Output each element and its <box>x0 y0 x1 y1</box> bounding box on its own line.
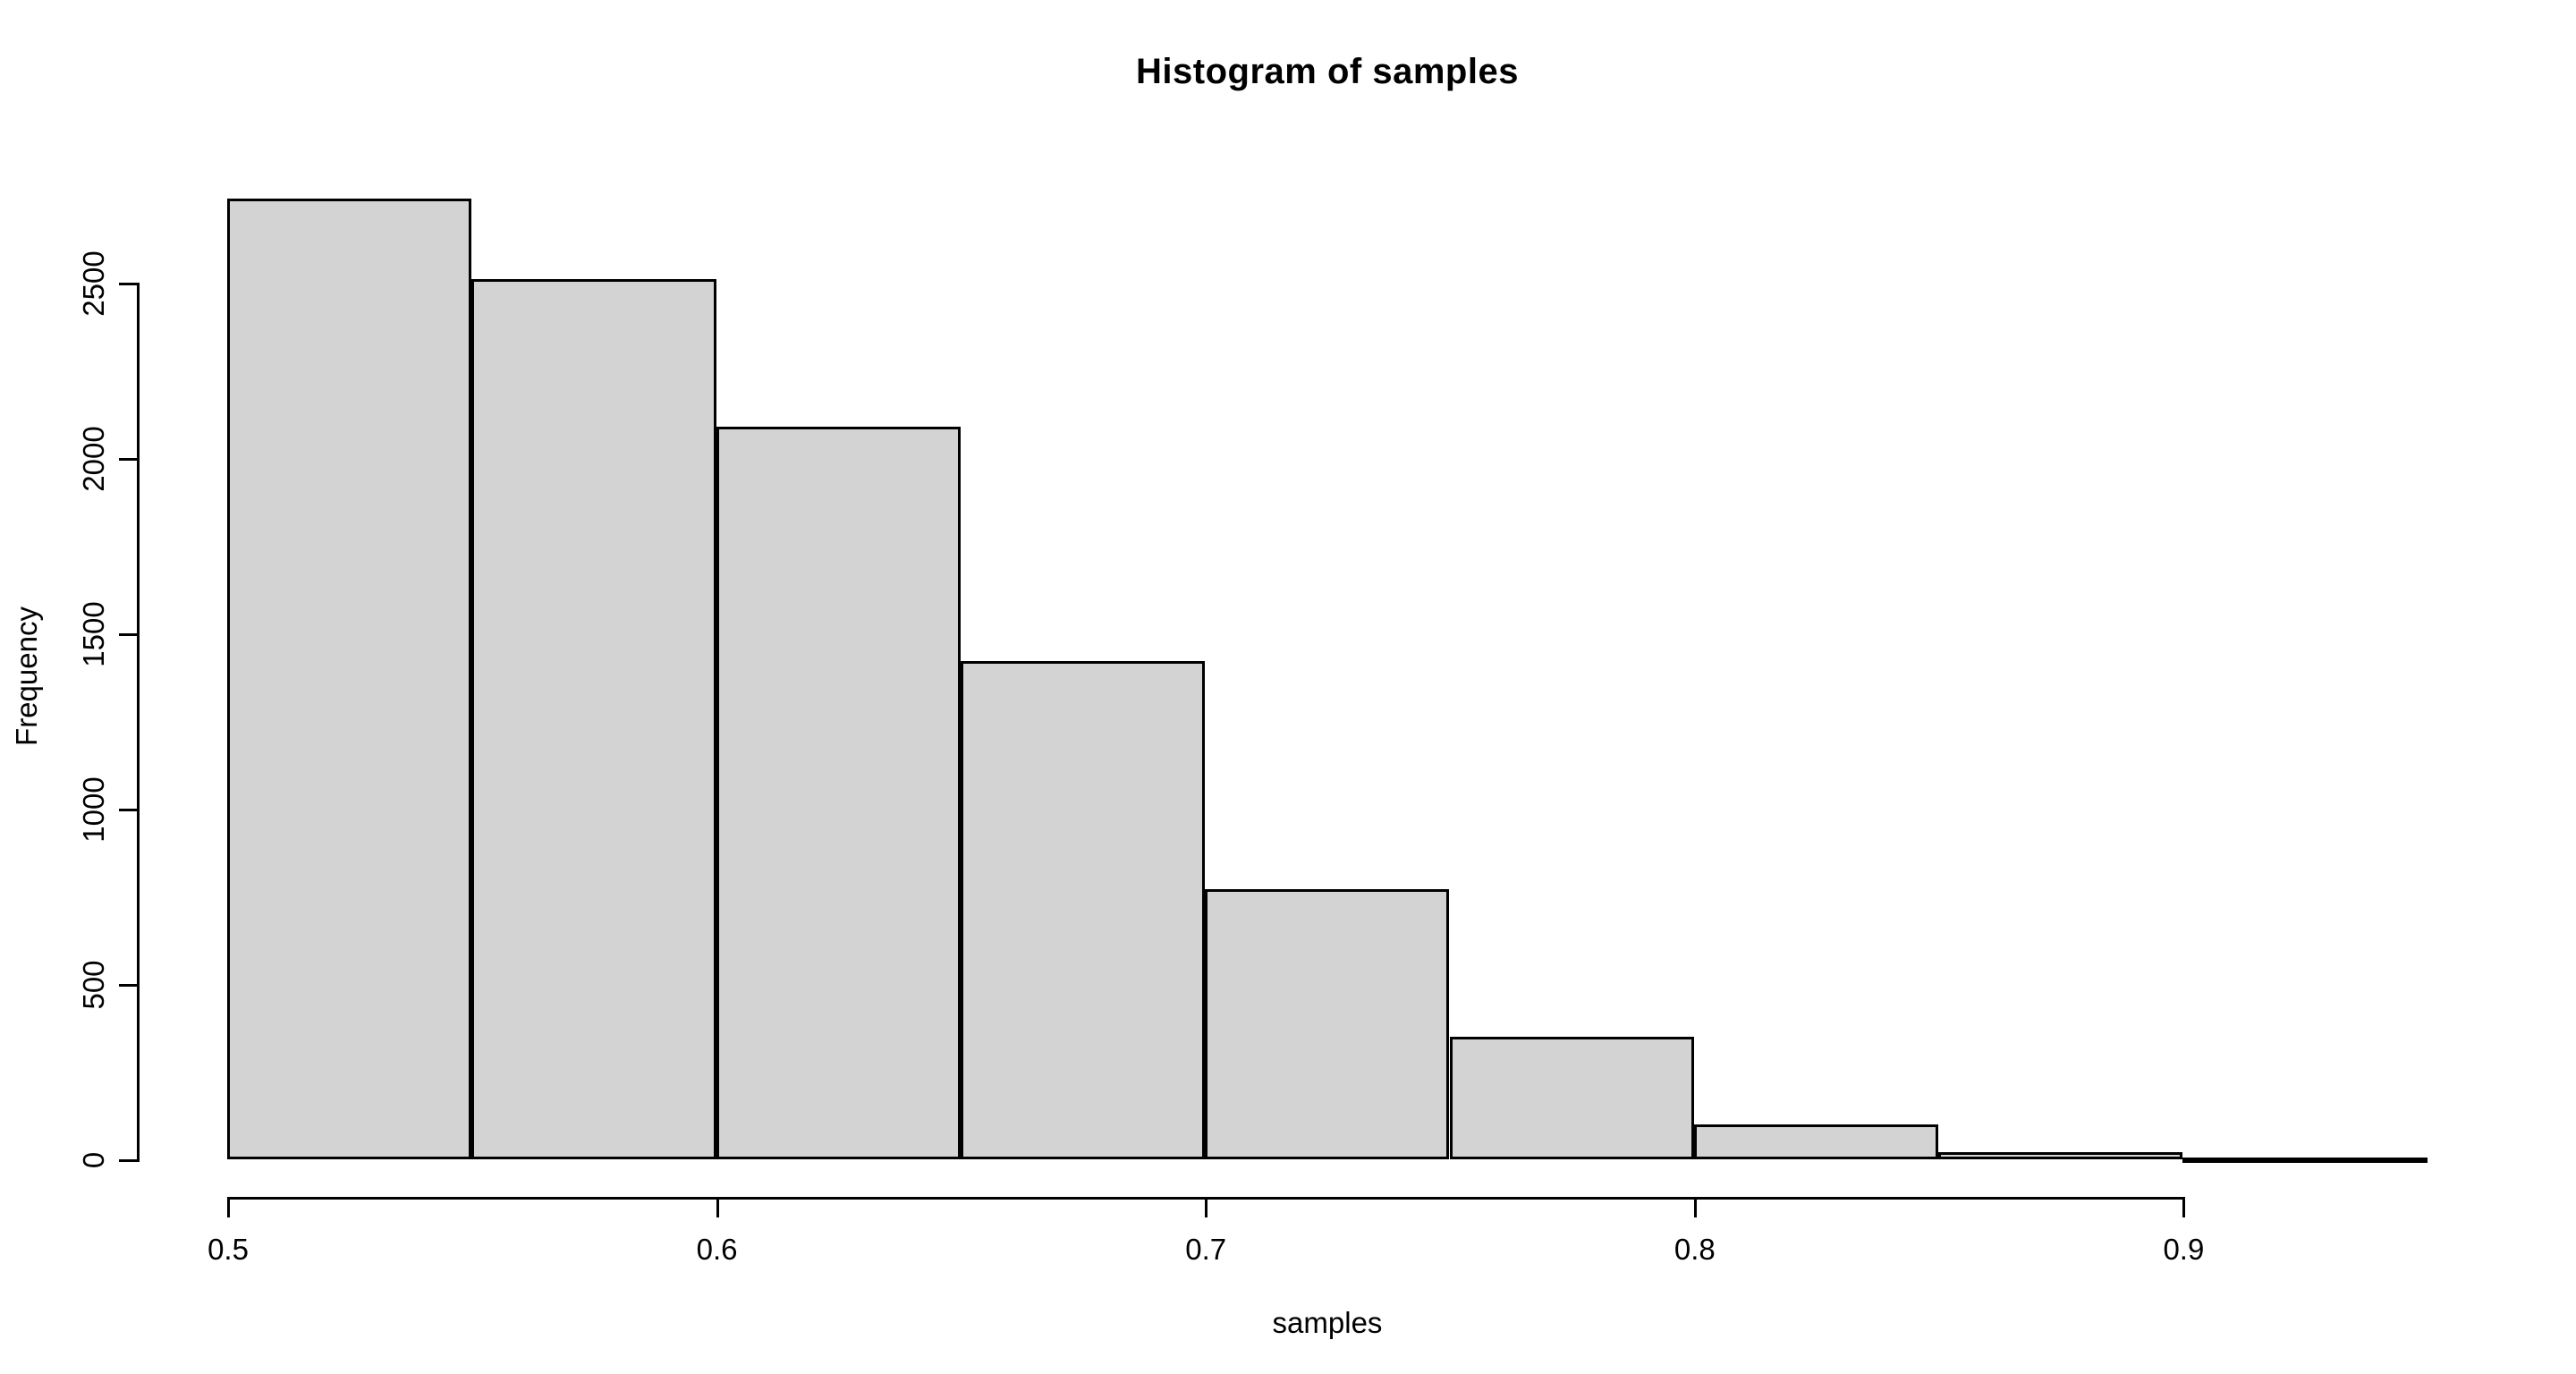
histogram-bar <box>1449 1036 1694 1159</box>
histogram-bar <box>960 661 1206 1159</box>
x-tick-label: 0.6 <box>696 1233 738 1266</box>
y-tick-label: 0 <box>77 1151 110 1169</box>
y-tick-label: 2500 <box>77 250 110 317</box>
histogram-bar <box>1938 1152 2183 1159</box>
y-axis-line <box>137 283 140 1162</box>
x-tick-label: 0.8 <box>1674 1233 1716 1266</box>
y-tick-label: 1000 <box>77 776 110 843</box>
x-tick-label: 0.7 <box>1185 1233 1227 1266</box>
histogram-bar <box>716 426 961 1159</box>
y-tick <box>119 633 137 636</box>
histogram-bar <box>2182 1158 2428 1164</box>
y-tick-label: 500 <box>77 960 110 1010</box>
x-tick <box>2182 1200 2186 1217</box>
x-tick-label: 0.5 <box>208 1233 249 1266</box>
y-tick <box>119 809 137 811</box>
chart-title: Histogram of samples <box>1136 52 1519 91</box>
histogram-bar <box>471 279 716 1159</box>
x-axis-line <box>227 1197 2186 1200</box>
y-tick <box>119 283 137 285</box>
y-tick-label: 2000 <box>77 426 110 492</box>
x-axis-title: samples <box>1272 1306 1383 1339</box>
y-tick-label: 1500 <box>77 601 110 667</box>
y-tick <box>119 458 137 461</box>
x-tick <box>227 1200 230 1217</box>
x-tick <box>716 1200 719 1217</box>
histogram-bar <box>1205 889 1450 1159</box>
histogram-bar <box>227 198 472 1159</box>
histogram-bar <box>1693 1124 1939 1159</box>
x-tick <box>1693 1200 1697 1217</box>
y-axis-title: Frequency <box>10 606 43 746</box>
x-tick <box>1205 1200 1208 1217</box>
y-tick <box>119 984 137 987</box>
x-tick-label: 0.9 <box>2163 1233 2205 1266</box>
y-tick <box>119 1159 137 1162</box>
